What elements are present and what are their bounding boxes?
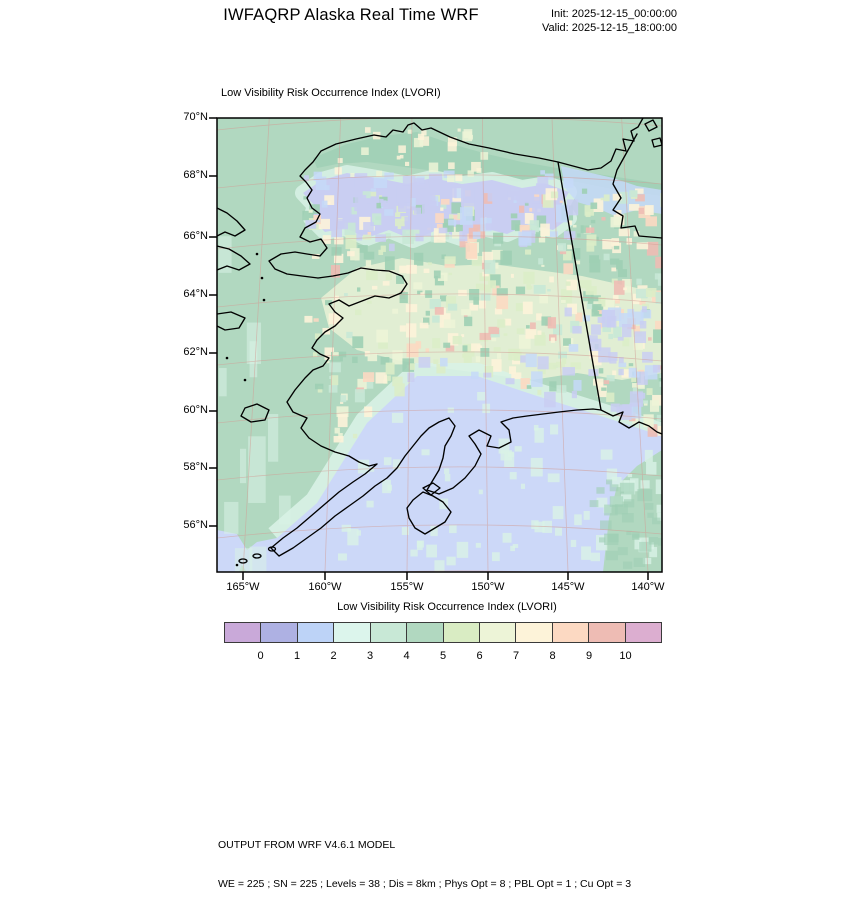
colorbar-cell	[296, 623, 334, 642]
chukotka-coast	[217, 207, 246, 237]
colorbar-cell	[369, 623, 407, 642]
lat-tick-label: 62°N	[183, 346, 208, 358]
colorbar-cell	[588, 623, 625, 642]
small-island	[225, 356, 229, 360]
colorbar-tick-label: 8	[549, 650, 556, 662]
small-island	[260, 276, 264, 280]
afognak-island	[422, 482, 441, 496]
colorbar-cell	[515, 623, 552, 642]
lon-tick-label: 160°W	[308, 581, 342, 593]
colorbar-cell	[551, 623, 589, 642]
lon-tick-label: 165°W	[226, 581, 260, 593]
small-island	[243, 378, 247, 382]
graticule	[217, 118, 662, 572]
lat-tick-label: 58°N	[183, 461, 208, 473]
st-lawrence-island	[217, 311, 246, 331]
lat-tick-label: 68°N	[183, 169, 208, 181]
canada-coastline	[612, 133, 662, 239]
valid-time: Valid: 2025-12-15_18:00:00	[542, 22, 677, 34]
colorbar-tick-label: 1	[293, 650, 301, 662]
model-info: OUTPUT FROM WRF V4.6.1 MODEL WE = 225 ; …	[218, 813, 631, 904]
aleutian-island	[252, 553, 262, 559]
lon-tick-label: 145°W	[551, 581, 585, 593]
alaska-coastline	[268, 118, 662, 557]
wrf-plot-page: { "header": { "title": "IWFAQRP Alaska R…	[183, 6, 682, 890]
small-island	[262, 298, 266, 302]
colorbar-tick-label: 9	[585, 650, 593, 662]
colorbar-tick-label: 5	[439, 650, 447, 662]
chukotka-coast	[217, 245, 251, 271]
lat-tick-label: 64°N	[183, 288, 208, 300]
aleutian-island	[267, 546, 277, 552]
colorbar-tick-label: 4	[403, 650, 410, 662]
coastline-layer	[217, 118, 662, 567]
field-layer	[217, 118, 662, 572]
lon-tick-label: 150°W	[471, 581, 505, 593]
colorbar-cell	[225, 623, 261, 642]
lvori-map-container	[190, 110, 682, 602]
colorbar	[224, 622, 662, 643]
lat-tick-label: 56°N	[183, 519, 208, 531]
colorbar-cell	[333, 623, 370, 642]
lon-tick-label: 140°W	[631, 581, 665, 593]
canada-border	[557, 161, 602, 411]
field-title: Low Visibility Risk Occurrence Index (LV…	[221, 87, 441, 99]
colorbar-tick-label: 3	[366, 650, 374, 662]
lat-tick-label: 70°N	[183, 111, 208, 123]
model-info-line1: OUTPUT FROM WRF V4.6.1 MODEL	[218, 839, 396, 851]
colorbar-cell	[478, 623, 516, 642]
lvori-map	[209, 117, 663, 580]
colorbar-tick-label: 7	[512, 650, 520, 662]
small-island	[235, 563, 239, 567]
colorbar-tick-label: 10	[619, 650, 632, 662]
run-times: Init: 2025-12-15_00:00:00 Valid: 2025-12…	[500, 7, 677, 35]
colorbar-cell	[406, 623, 443, 642]
aleutian-island	[238, 558, 248, 564]
model-info-line2: WE = 225 ; SN = 225 ; Levels = 38 ; Dis …	[218, 878, 632, 890]
small-island	[255, 252, 259, 256]
colorbar-cell	[260, 623, 297, 642]
arctic-islands	[644, 119, 658, 132]
page-title: IWFAQRP Alaska Real Time WRF	[223, 6, 479, 24]
colorbar-tick-label: 2	[330, 650, 337, 662]
lat-tick-label: 66°N	[183, 230, 208, 242]
colorbar-tick-label: 0	[257, 650, 264, 662]
colorbar-cell	[624, 623, 662, 642]
lon-tick-label: 155°W	[390, 581, 424, 593]
colorbar-cell	[442, 623, 479, 642]
nunivak-island	[240, 403, 270, 423]
lat-tick-label: 60°N	[183, 404, 208, 416]
arctic-islands	[651, 137, 662, 148]
colorbar-tick-label: 6	[476, 650, 483, 662]
init-time: Init: 2025-12-15_00:00:00	[551, 8, 677, 20]
axes	[209, 117, 663, 580]
colorbar-title: Low Visibility Risk Occurrence Index (LV…	[337, 601, 557, 613]
